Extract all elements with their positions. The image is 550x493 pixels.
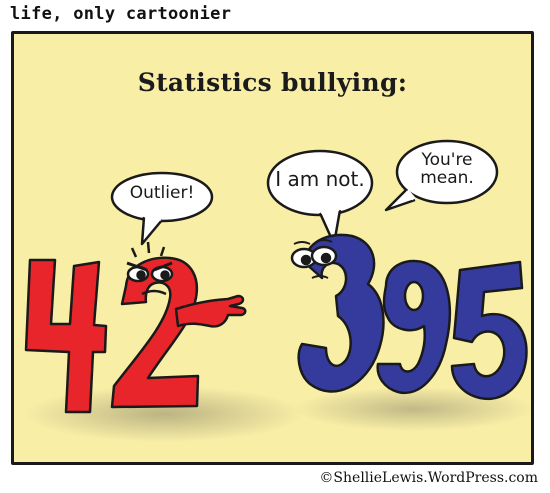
shadow-42 [24, 386, 304, 442]
panel-heading: Statistics bullying: [137, 68, 408, 97]
character-42 [24, 241, 247, 414]
strip-title: life, only cartoonier [10, 4, 232, 24]
character-395 [290, 233, 528, 401]
shadow-395 [294, 387, 531, 431]
speech-bubble-outlier [110, 171, 214, 246]
copyright-credit: ©ShellieLewis.WordPress.com [319, 470, 538, 486]
speech-i-am-not: I am not. [275, 167, 365, 191]
speech-outlier: Outlier! [129, 183, 195, 203]
comic-artwork [24, 139, 531, 442]
speech-bubble-youre-mean [384, 139, 499, 212]
comic-panel: Statistics bullying: Outlier! I am not. … [11, 31, 534, 465]
speech-youre-mean: You're mean. [420, 150, 474, 188]
speech-bubble-i-am-not [266, 149, 374, 246]
